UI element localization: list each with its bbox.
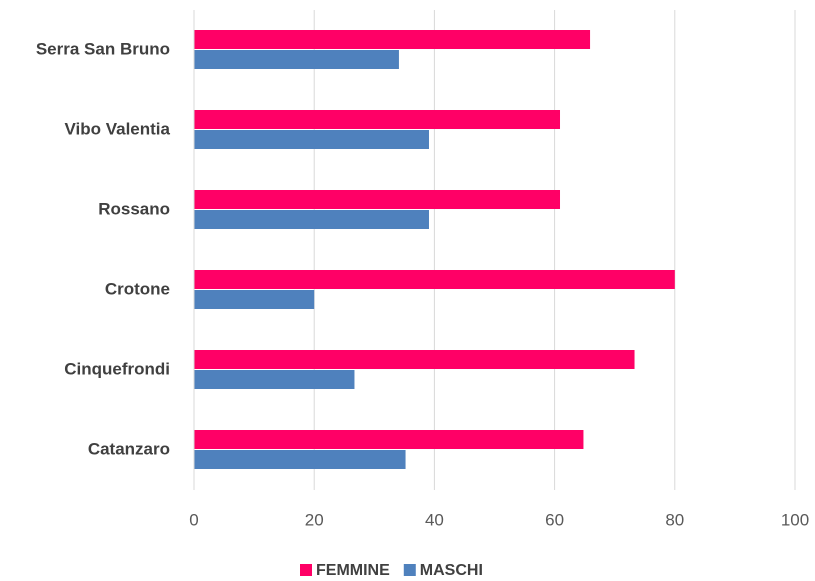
bar bbox=[194, 110, 561, 129]
legend-swatch bbox=[403, 564, 416, 576]
y-tick-label: Rossano bbox=[98, 199, 170, 218]
x-tick-label: 60 bbox=[545, 510, 564, 529]
bar bbox=[194, 430, 584, 449]
bar bbox=[194, 50, 399, 69]
bar bbox=[194, 190, 561, 209]
bar bbox=[194, 30, 591, 49]
bar bbox=[194, 210, 429, 229]
legend-label: MASCHI bbox=[420, 562, 483, 579]
x-tick-label: 80 bbox=[665, 510, 684, 529]
bar bbox=[194, 350, 635, 369]
legend-label: FEMMINE bbox=[316, 562, 390, 579]
y-tick-label: Crotone bbox=[105, 279, 170, 298]
y-tick-label: Catanzaro bbox=[88, 439, 170, 458]
x-tick-label: 100 bbox=[781, 510, 809, 529]
y-tick-label: Cinquefrondi bbox=[64, 359, 170, 378]
y-tick-label: Vibo Valentia bbox=[64, 119, 170, 138]
legend-swatch bbox=[300, 564, 312, 576]
bar bbox=[194, 130, 429, 149]
y-tick-label: Serra San Bruno bbox=[36, 39, 170, 58]
bar bbox=[194, 450, 406, 469]
bar bbox=[194, 290, 315, 309]
x-tick-label: 20 bbox=[305, 510, 324, 529]
bar bbox=[194, 270, 675, 289]
x-tick-label: 40 bbox=[425, 510, 444, 529]
x-tick-label: 0 bbox=[189, 510, 198, 529]
bar bbox=[194, 370, 355, 389]
